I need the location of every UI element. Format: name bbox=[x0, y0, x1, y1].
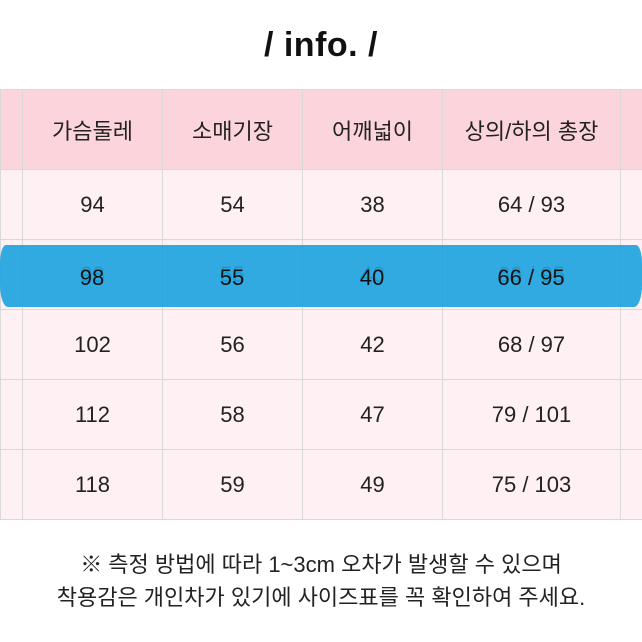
table-cell: 59 bbox=[163, 450, 303, 520]
table-header: 소매기장 bbox=[163, 90, 303, 170]
table-cell: 55 bbox=[163, 240, 303, 310]
table-cell-stub bbox=[1, 170, 23, 240]
table-cell: 75 / 103 bbox=[443, 450, 621, 520]
footnote-line: ※ 측정 방법에 따라 1~3cm 오차가 발생할 수 있으며 bbox=[41, 548, 601, 581]
table-cell: 98 bbox=[23, 240, 163, 310]
table-cell-stub bbox=[621, 450, 642, 520]
table-cell: 42 bbox=[303, 310, 443, 380]
table-header-stub-right bbox=[621, 90, 642, 170]
table-cell: 47 bbox=[303, 380, 443, 450]
table-header-row: 가슴둘레 소매기장 어깨넓이 상의/하의 총장 bbox=[1, 90, 642, 170]
table-row: 94 54 38 64 / 93 bbox=[1, 170, 642, 240]
table-cell: 102 bbox=[23, 310, 163, 380]
table-header: 어깨넓이 bbox=[303, 90, 443, 170]
table-cell: 64 / 93 bbox=[443, 170, 621, 240]
table-cell-stub bbox=[621, 310, 642, 380]
table-cell-stub bbox=[621, 240, 642, 310]
size-table: 가슴둘레 소매기장 어깨넓이 상의/하의 총장 94 54 38 64 / 93… bbox=[0, 89, 642, 520]
table-header: 가슴둘레 bbox=[23, 90, 163, 170]
size-table-wrap: 가슴둘레 소매기장 어깨넓이 상의/하의 총장 94 54 38 64 / 93… bbox=[0, 89, 642, 520]
table-cell: 112 bbox=[23, 380, 163, 450]
table-header-stub-left bbox=[1, 90, 23, 170]
table-cell-stub bbox=[1, 450, 23, 520]
table-cell: 68 / 97 bbox=[443, 310, 621, 380]
table-cell-stub bbox=[1, 380, 23, 450]
table-cell: 38 bbox=[303, 170, 443, 240]
table-cell: 49 bbox=[303, 450, 443, 520]
table-cell: 94 bbox=[23, 170, 163, 240]
table-row: 112 58 47 79 / 101 bbox=[1, 380, 642, 450]
table-cell: 66 / 95 bbox=[443, 240, 621, 310]
page-title: / info. / bbox=[0, 0, 642, 89]
table-cell-stub bbox=[621, 380, 642, 450]
table-cell: 56 bbox=[163, 310, 303, 380]
table-cell-stub bbox=[1, 310, 23, 380]
table-cell: 79 / 101 bbox=[443, 380, 621, 450]
footnote: ※ 측정 방법에 따라 1~3cm 오차가 발생할 수 있으며 착용감은 개인차… bbox=[21, 520, 621, 614]
table-cell: 118 bbox=[23, 450, 163, 520]
table-row: 102 56 42 68 / 97 bbox=[1, 310, 642, 380]
table-cell: 54 bbox=[163, 170, 303, 240]
table-cell: 40 bbox=[303, 240, 443, 310]
table-header: 상의/하의 총장 bbox=[443, 90, 621, 170]
table-cell-stub bbox=[1, 240, 23, 310]
table-cell-stub bbox=[621, 170, 642, 240]
table-row: 118 59 49 75 / 103 bbox=[1, 450, 642, 520]
table-row: 98 55 40 66 / 95 bbox=[1, 240, 642, 310]
footnote-line: 착용감은 개인차가 있기에 사이즈표를 꼭 확인하여 주세요. bbox=[41, 581, 601, 614]
table-cell: 58 bbox=[163, 380, 303, 450]
